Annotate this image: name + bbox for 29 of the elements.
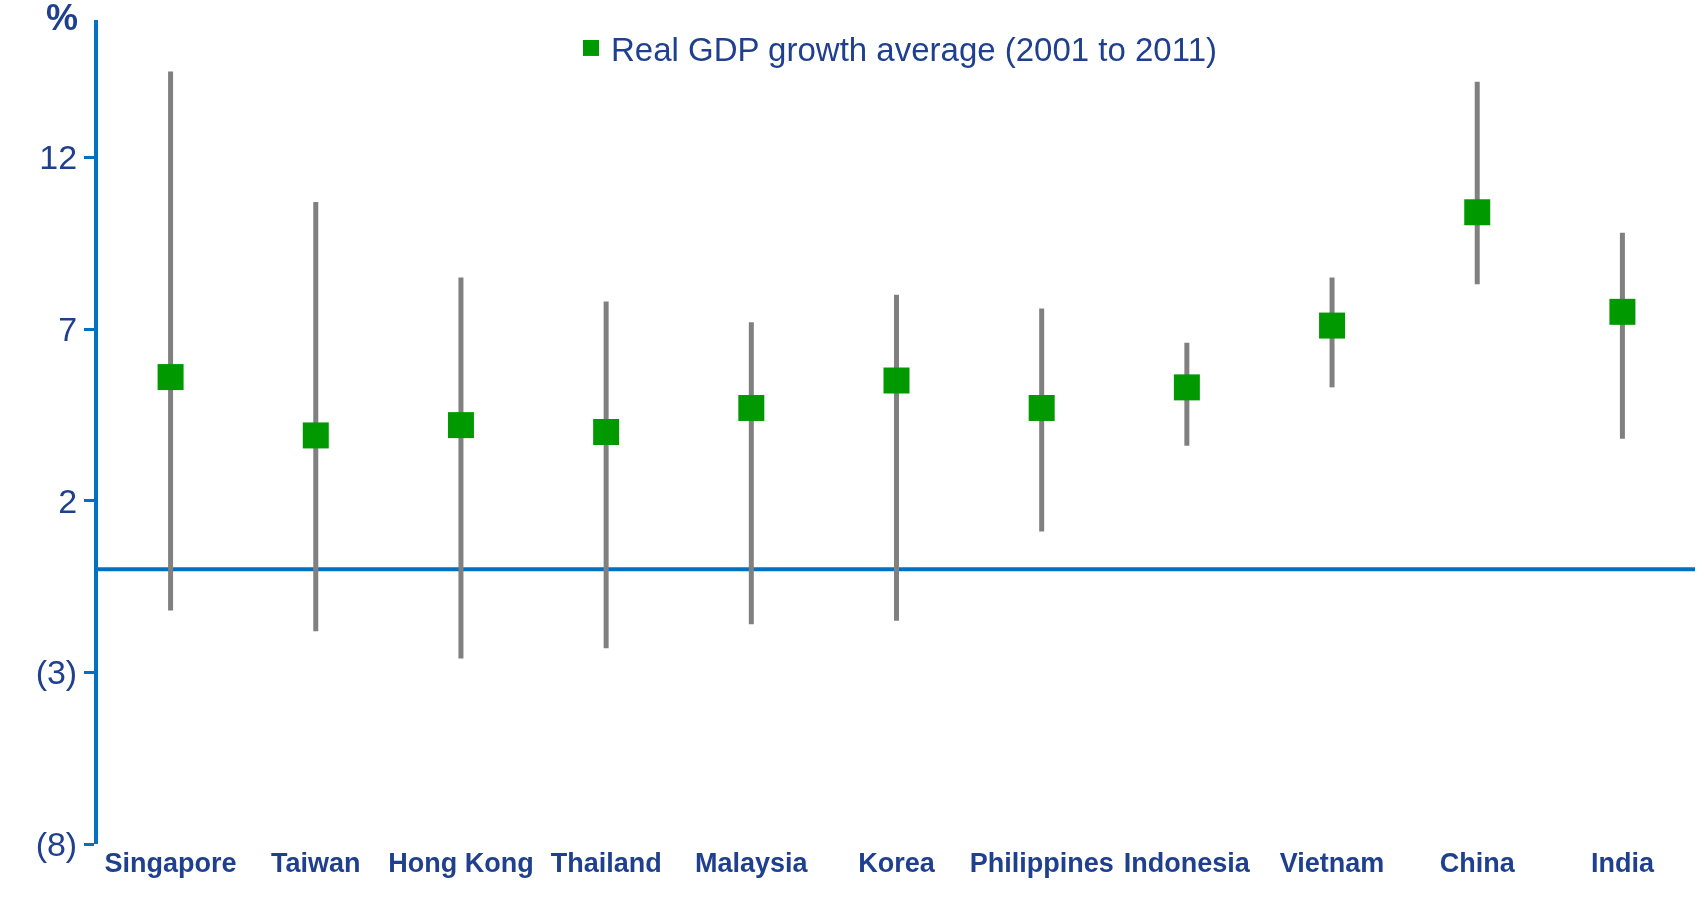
point: [593, 419, 620, 445]
x-tick-label: Malaysia: [695, 848, 809, 878]
point: [738, 394, 765, 421]
x-tick-label: Singapore: [104, 848, 237, 878]
x-tick-label: China: [1439, 848, 1516, 878]
point: [1609, 298, 1636, 325]
x-tick-label: Philippines: [969, 848, 1114, 878]
point: [1028, 394, 1055, 421]
y-tick-label: 7: [58, 309, 78, 348]
x-tick-label: India: [1590, 848, 1655, 878]
x-tick-label: Indonesia: [1123, 848, 1251, 878]
point: [883, 367, 910, 394]
y-axis-title: %: [46, 0, 79, 38]
x-tick-label: Vietnam: [1279, 848, 1385, 878]
y-tick-label: 12: [39, 138, 78, 177]
y-tick-label: (8): [35, 824, 78, 863]
x-tick-label: Hong Kong: [388, 848, 534, 878]
legend-label: Real GDP growth average (2001 to 2011): [611, 30, 1217, 68]
x-tick-label: Thailand: [550, 848, 662, 878]
x-tick-label: Korea: [858, 848, 936, 878]
point: [1464, 199, 1491, 226]
point: [157, 364, 184, 391]
point: [302, 422, 329, 449]
point: [1319, 312, 1346, 339]
point: [1173, 374, 1200, 401]
y-tick-label: 2: [58, 481, 78, 520]
point: [447, 412, 474, 439]
x-tick-label: Taiwan: [271, 848, 361, 878]
y-tick-label: (3): [35, 653, 78, 692]
